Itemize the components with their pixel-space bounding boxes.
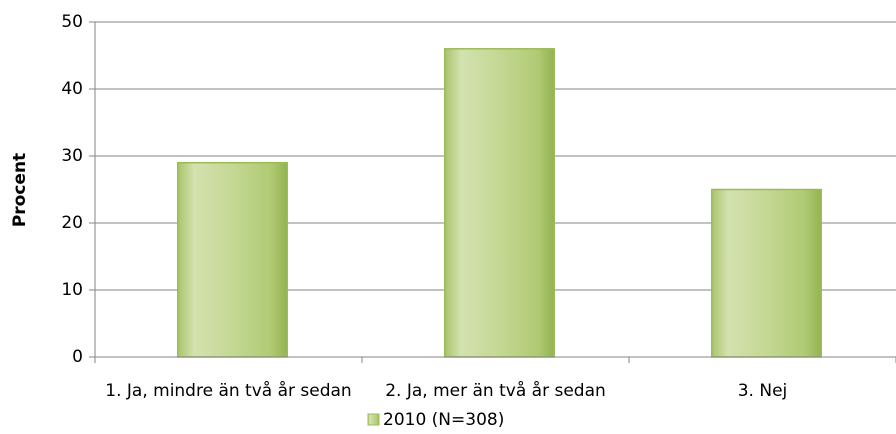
y-tick-label: 30 xyxy=(61,146,83,166)
legend-swatch xyxy=(367,413,380,426)
legend-label: 2010 (N=308) xyxy=(383,410,504,430)
y-tick-label: 0 xyxy=(72,347,83,367)
bar xyxy=(444,48,555,358)
y-tick-label: 50 xyxy=(61,12,83,32)
x-tick-label: 3. Nej xyxy=(738,381,788,401)
y-tick-label: 40 xyxy=(61,79,83,99)
y-tick-label: 10 xyxy=(61,280,83,300)
y-tick-label: 20 xyxy=(61,213,83,233)
bar xyxy=(177,161,288,358)
x-tick-label: 1. Ja, mindre än två år sedan xyxy=(105,380,351,401)
x-tick-label: 2. Ja, mer än två år sedan xyxy=(385,380,606,401)
y-axis-label: Procent xyxy=(10,153,30,227)
bar xyxy=(711,188,822,358)
